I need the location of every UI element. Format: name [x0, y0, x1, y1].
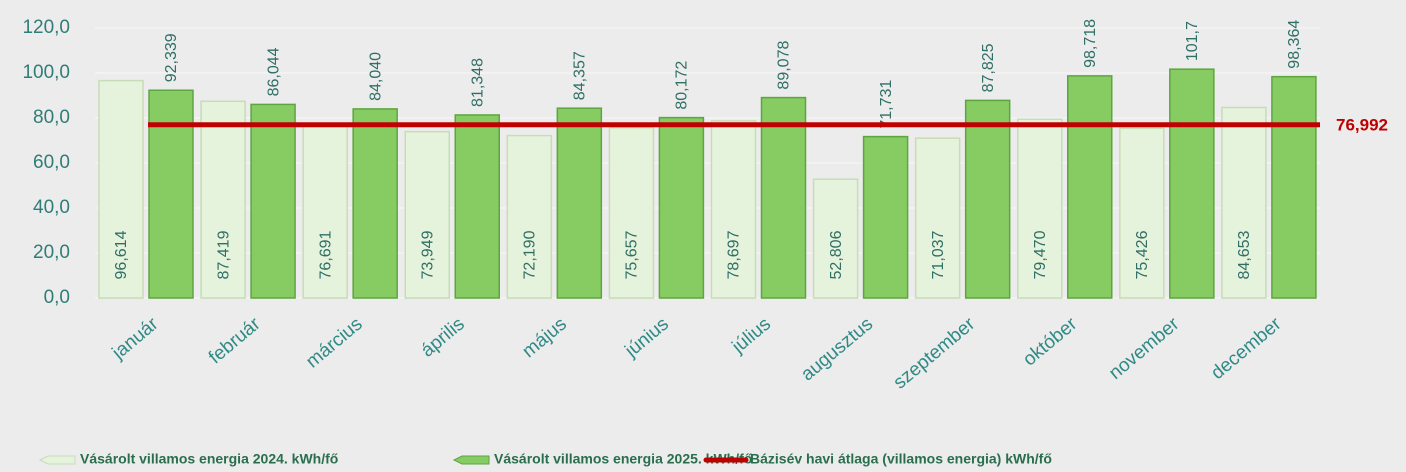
- value-label: 98,718: [1082, 19, 1099, 68]
- y-tick-label: 20,0: [33, 242, 70, 263]
- reference-label: 76,992: [1336, 115, 1388, 134]
- x-tick-label: május: [518, 314, 570, 363]
- legend-label: Bázisév havi átlaga (villamos energia) k…: [750, 451, 1052, 467]
- y-tick-label: 80,0: [33, 107, 70, 128]
- value-label: 52,806: [828, 230, 845, 279]
- chart: 0,0 20,0 40,0 60,0 80,0 100,0 120,0 96,614 92,33…: [0, 0, 1406, 472]
- x-tick-label: november: [1105, 313, 1184, 384]
- bar: [659, 118, 703, 298]
- x-tick-label: július: [728, 314, 775, 359]
- value-label: 71,731: [878, 80, 895, 129]
- legend-swatch: [40, 456, 75, 464]
- value-label: 84,040: [367, 52, 384, 101]
- bar: [762, 98, 806, 298]
- value-label: 81,348: [469, 58, 486, 107]
- bar: [557, 108, 601, 298]
- bar: [455, 115, 499, 298]
- bar: [1170, 69, 1214, 298]
- value-label: 84,653: [1236, 230, 1253, 279]
- bar: [1068, 76, 1112, 298]
- y-tick-label: 40,0: [33, 197, 70, 218]
- x-tick-label: augusztus: [797, 314, 877, 386]
- x-tick-label: április: [417, 314, 469, 362]
- bar: [864, 137, 908, 298]
- value-label: 75,657: [624, 230, 641, 279]
- value-label: 79,470: [1032, 230, 1049, 279]
- x-tick-label: szeptember: [890, 313, 980, 393]
- y-tick-label: 0,0: [44, 287, 70, 308]
- value-label: 76,691: [317, 230, 334, 279]
- bar: [1272, 77, 1316, 298]
- y-tick-label: 100,0: [22, 62, 70, 83]
- x-tick-label: február: [205, 313, 265, 368]
- value-label: 96,614: [113, 230, 130, 279]
- value-label: 87,825: [980, 43, 997, 92]
- value-label: 73,949: [419, 230, 436, 279]
- value-label: 98,364: [1286, 20, 1303, 69]
- value-label: 78,697: [726, 230, 743, 279]
- y-tick-label: 120,0: [22, 17, 70, 38]
- legend-label: Vásárolt villamos energia 2024. kWh/fő: [80, 451, 338, 467]
- bar: [966, 100, 1010, 298]
- legend-swatch: [454, 456, 489, 464]
- bar: [251, 104, 295, 298]
- bar: [149, 90, 193, 298]
- x-tick-label: június: [621, 314, 673, 363]
- x-tick-label: október: [1019, 313, 1082, 370]
- value-label: 89,078: [776, 41, 793, 90]
- value-label: 71,037: [930, 230, 947, 279]
- value-label: 101,7: [1184, 21, 1201, 61]
- page: {"chart_data": {"type": "bar", "categori…: [0, 0, 1406, 472]
- value-label: 92,339: [163, 33, 180, 82]
- value-label: 80,172: [674, 61, 691, 110]
- value-label: 84,357: [572, 51, 589, 100]
- x-tick-label: december: [1207, 313, 1286, 384]
- value-label: 75,426: [1134, 230, 1151, 279]
- value-label: 72,190: [522, 230, 539, 279]
- bar: [353, 109, 397, 298]
- value-label: 86,044: [265, 47, 282, 96]
- x-tick-label: január: [108, 313, 163, 364]
- y-tick-label: 60,0: [33, 152, 70, 173]
- value-label: 87,419: [215, 230, 232, 279]
- x-tick-label: március: [302, 314, 366, 373]
